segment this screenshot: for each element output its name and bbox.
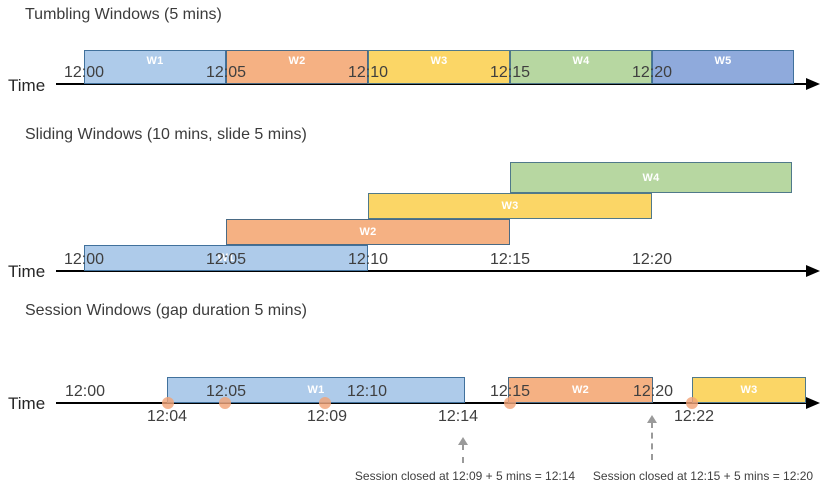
tumbling-window-w1: W1 — [84, 50, 226, 84]
window-label: W3 — [740, 384, 758, 396]
sliding-window-w3: W3 — [368, 193, 652, 219]
window-label: W1 — [307, 384, 325, 396]
time-axis — [56, 270, 808, 272]
window-label: W2 — [359, 226, 377, 238]
window-label: W1 — [146, 55, 164, 67]
axis-arrowhead-icon — [806, 265, 820, 277]
tick-label: 12:10 — [347, 251, 389, 268]
section-title-tumbling: Tumbling Windows (5 mins) — [25, 6, 222, 23]
axis-arrowhead-icon — [806, 397, 820, 409]
tick-label: 12:20 — [631, 251, 673, 268]
event-time-label: 12:04 — [146, 408, 188, 425]
sliding-window-w4: W4 — [510, 162, 792, 193]
window-label: W1 — [217, 252, 235, 264]
tick-label: 12:05 — [205, 251, 247, 268]
window-label: W2 — [288, 55, 306, 67]
session-annotation: Session closed at 12:09 + 5 mins = 12:14 — [354, 469, 576, 483]
window-label: W5 — [714, 55, 732, 67]
axis-arrowhead-icon — [806, 78, 820, 90]
time-axis-label: Time — [8, 262, 46, 281]
session-window-w1: W1 — [167, 377, 465, 403]
up-arrow-icon — [647, 415, 657, 423]
tick-label: 12:15 — [489, 64, 531, 81]
tick-label: 12:15 — [489, 251, 531, 268]
tick-label: 12:15 — [489, 383, 531, 400]
sliding-window-w1: W1 — [84, 245, 368, 271]
tick-label: 12:20 — [631, 64, 673, 81]
tumbling-window-w2: W2 — [226, 50, 368, 84]
session-annotation: Session closed at 12:15 + 5 mins = 12:20 — [592, 469, 814, 483]
up-arrow-icon — [458, 437, 468, 445]
tumbling-window-w3: W3 — [368, 50, 510, 84]
time-axis — [56, 83, 808, 85]
session-window-w3: W3 — [692, 377, 806, 403]
time-axis — [56, 402, 808, 404]
window-label: W4 — [572, 55, 590, 67]
time-axis-label: Time — [8, 76, 46, 95]
tick-label: 12:20 — [632, 383, 674, 400]
tick-label: 12:00 — [63, 64, 105, 81]
tumbling-window-w5: W5 — [652, 50, 794, 84]
annotation-arrow — [651, 422, 653, 460]
session-window-w2: W2 — [508, 377, 653, 403]
tick-label: 12:00 — [63, 251, 105, 268]
event-dot — [319, 397, 331, 409]
event-time-label: 12:22 — [673, 408, 715, 425]
sliding-window-w2: W2 — [226, 219, 510, 245]
window-label: W2 — [571, 384, 590, 396]
tick-label: 12:10 — [347, 64, 389, 81]
window-label: W3 — [430, 55, 448, 67]
window-label: W4 — [642, 171, 660, 184]
tick-label: 12:00 — [64, 383, 106, 400]
time-axis-label: Time — [8, 394, 46, 413]
tumbling-window-w4: W4 — [510, 50, 652, 84]
window-label: W3 — [501, 200, 519, 212]
event-time-label: 12:14 — [437, 408, 479, 425]
event-time-label: 12:09 — [306, 408, 348, 425]
tick-label: 12:10 — [346, 383, 388, 400]
event-dot — [162, 397, 174, 409]
section-title-sliding: Sliding Windows (10 mins, slide 5 mins) — [25, 126, 307, 143]
section-title-session: Session Windows (gap duration 5 mins) — [25, 302, 307, 319]
tick-label: 12:05 — [205, 64, 247, 81]
event-dot — [504, 397, 516, 409]
tick-label: 12:05 — [205, 383, 247, 400]
annotation-arrow — [462, 444, 464, 463]
event-dot — [219, 397, 231, 409]
event-dot — [686, 397, 698, 409]
